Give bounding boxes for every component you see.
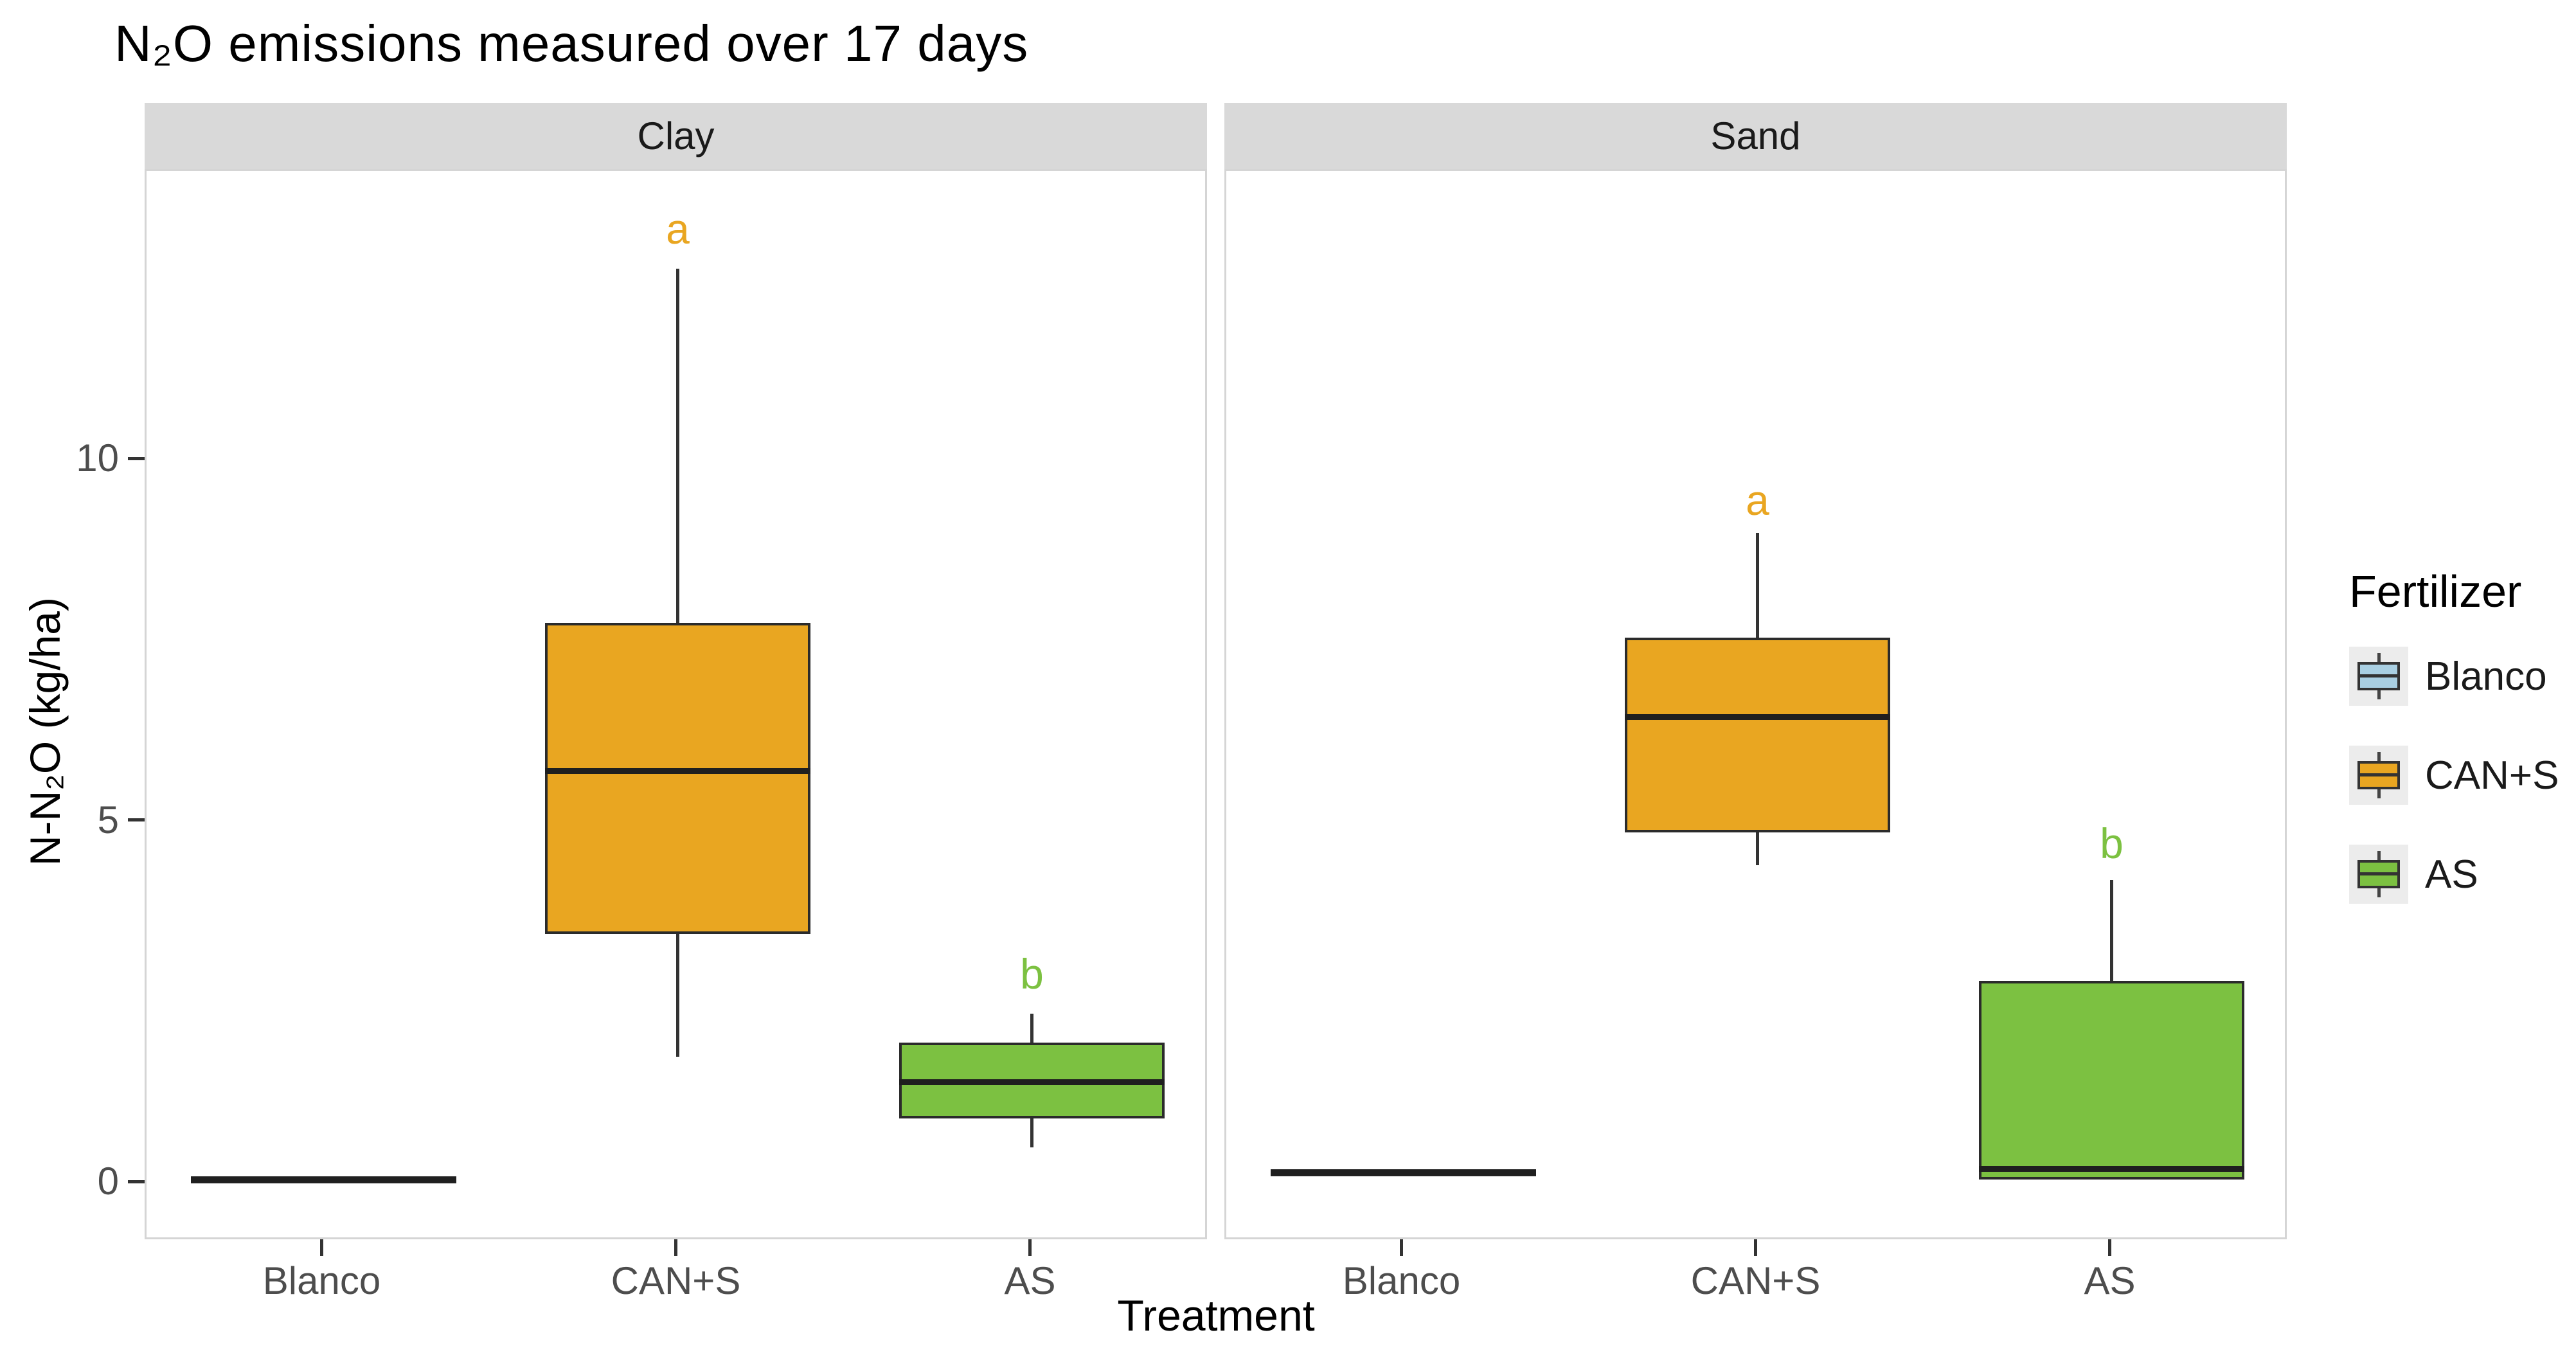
x-tick-mark: [2108, 1239, 2111, 1256]
legend-label-as: AS: [2425, 852, 2478, 897]
x-axis-title: Treatment: [1117, 1291, 1315, 1340]
whisker-lower: [1030, 1118, 1033, 1147]
boxplot-key-icon: [2349, 647, 2408, 706]
x-tick-label: Blanco: [262, 1259, 381, 1302]
facet-strip-clay: Clay: [145, 103, 1207, 169]
median-line: [1624, 713, 1891, 720]
y-tick-label: 0: [97, 1160, 119, 1203]
x-tick-mark: [1400, 1239, 1403, 1256]
x-tick-mark: [674, 1239, 677, 1256]
median-line: [1978, 1166, 2245, 1172]
boxplot-key-icon: [2349, 845, 2408, 904]
significance-letter: b: [1020, 949, 1044, 998]
x-tick-label: CAN+S: [1690, 1259, 1821, 1302]
median-line: [899, 1079, 1165, 1085]
box-as: [1978, 981, 2245, 1180]
whisker-upper: [676, 268, 679, 624]
median-line: [190, 1176, 457, 1183]
legend-title: Fertilizer: [2349, 566, 2522, 616]
plot-title: N₂O emissions measured over 17 days: [114, 15, 1029, 72]
whisker-lower: [676, 933, 679, 1057]
whisker-upper: [2110, 879, 2113, 981]
x-tick-mark: [320, 1239, 323, 1256]
y-tick-label: 10: [76, 436, 119, 480]
legend: Fertilizer Blanco CAN+S: [2349, 566, 2576, 944]
box-can-s: [544, 623, 811, 934]
boxplot-key-icon: [2349, 746, 2408, 805]
legend-label-blanco: Blanco: [2425, 654, 2547, 699]
median-line: [1270, 1169, 1537, 1176]
x-tick-mark: [1028, 1239, 1032, 1256]
facet-strip-sand: Sand: [1224, 103, 2287, 169]
y-tick-label: 5: [97, 798, 119, 841]
box-can-s: [1624, 637, 1891, 833]
x-tick-label: AS: [2084, 1259, 2136, 1302]
x-tick-label: CAN+S: [611, 1259, 741, 1302]
x-tick-label: AS: [1004, 1259, 1056, 1302]
legend-item-can-s: CAN+S: [2349, 746, 2576, 805]
whisker-lower: [1756, 832, 1759, 865]
facet-strip-sand-label: Sand: [1710, 114, 1801, 157]
median-line: [544, 768, 811, 775]
y-axis-title: N-N₂O (kg/ha): [21, 597, 69, 866]
legend-label-can-s: CAN+S: [2425, 753, 2559, 798]
significance-letter: b: [2100, 820, 2124, 868]
y-tick-mark: [128, 456, 145, 460]
y-tick-mark: [128, 818, 145, 821]
whisker-upper: [1030, 1013, 1033, 1043]
x-tick-label: Blanco: [1342, 1259, 1461, 1302]
legend-item-blanco: Blanco: [2349, 647, 2576, 706]
significance-letter: a: [666, 205, 690, 253]
x-tick-mark: [1754, 1239, 1757, 1256]
significance-letter: a: [1746, 476, 1769, 524]
y-tick-mark: [128, 1180, 145, 1183]
facet-strip-clay-label: Clay: [637, 114, 715, 157]
legend-item-as: AS: [2349, 845, 2576, 904]
whisker-upper: [1756, 532, 1759, 638]
